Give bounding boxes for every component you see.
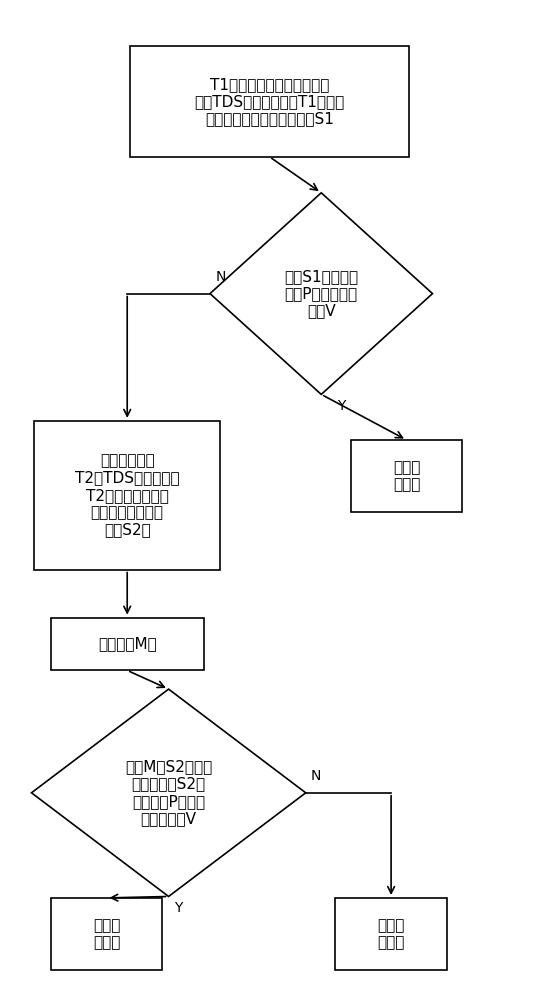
Text: 定义间隔时间
T2，TDS传感器每隔
T2时长对原水进行
检测并把水质数据
记为S2；: 定义间隔时间 T2，TDS传感器每隔 T2时长对原水进行 检测并把水质数据 记为…	[75, 453, 179, 538]
Bar	[335, 898, 447, 970]
Text: T1定义为增压水泵的工作时
间，TDS传感器每间隔T1时长对
原水进行检测并把数据记为S1: T1定义为增压水泵的工作时 间，TDS传感器每间隔T1时长对 原水进行检测并把数…	[195, 77, 344, 126]
Bar	[130, 46, 409, 157]
Polygon shape	[210, 193, 432, 394]
Text: N: N	[215, 270, 225, 284]
Text: Y: Y	[337, 399, 345, 413]
Text: 待定模
式启动: 待定模 式启动	[377, 918, 405, 950]
Bar	[51, 618, 204, 670]
Text: 连续读取M次: 连续读取M次	[98, 637, 156, 652]
Text: 稳定模
式启动: 稳定模 式启动	[393, 460, 420, 492]
Bar	[51, 898, 162, 970]
Text: 报警模
式启动: 报警模 式启动	[93, 918, 120, 950]
Text: N: N	[311, 769, 321, 783]
Text: 判断S1是否大于
等于P倍的记忆参
考值V: 判断S1是否大于 等于P倍的记忆参 考值V	[284, 269, 358, 318]
Polygon shape	[31, 689, 306, 896]
Text: Y: Y	[174, 901, 182, 915]
Bar	[351, 440, 462, 512]
Text: 判断M个S2中，是
否任意一个S2都
大于等于P倍的记
忆参考读数V: 判断M个S2中，是 否任意一个S2都 大于等于P倍的记 忆参考读数V	[125, 759, 212, 826]
Bar	[34, 421, 220, 570]
